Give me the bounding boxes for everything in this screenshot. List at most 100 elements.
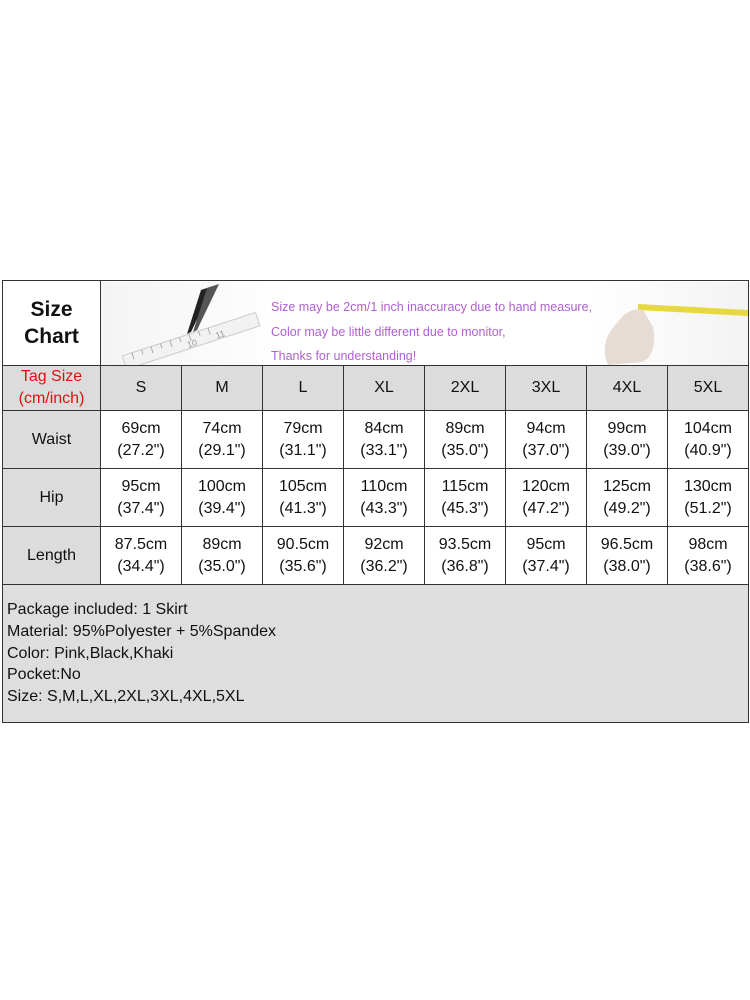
inch-value: (38.6") [684, 557, 732, 575]
measure-cell: 84cm (33.1") [343, 410, 425, 469]
row-label: Hip [2, 468, 101, 527]
info-material: Material: 95%Polyester + 5%Spandex [7, 622, 277, 640]
measure-cell: 105cm (41.3") [262, 468, 344, 527]
inch-value: (35.0") [441, 441, 489, 459]
cm-value: 100cm [197, 477, 247, 495]
cm-value: 84cm [364, 419, 404, 437]
inch-value: (37.4") [522, 557, 570, 575]
measure-cell: 98cm (38.6") [667, 526, 749, 585]
cm-value: 93.5cm [438, 535, 492, 553]
cm-value: 96.5cm [600, 535, 654, 553]
cm-value: 89cm [445, 419, 485, 437]
info-sizes: Size: S,M,L,XL,2XL,3XL,4XL,5XL [7, 688, 245, 706]
measure-row-length: Length 87.5cm (34.4") 89cm (35.0") 90.5cm (35.… [2, 526, 749, 585]
cm-value: 79cm [283, 419, 323, 437]
measure-cell: 96.5cm (38.0") [586, 526, 668, 585]
measure-cell: 79cm (31.1") [262, 410, 344, 469]
measure-cell: 95cm (37.4") [100, 468, 182, 527]
size-chart-table: Size Chart 10 11 Size may be [2, 280, 749, 723]
inch-value: (51.2") [684, 499, 732, 517]
measure-cell: 130cm (51.2") [667, 468, 749, 527]
measure-cell: 94cm (37.0") [505, 410, 587, 469]
measure-cell: 104cm (40.9") [667, 410, 749, 469]
size-header: 2XL [424, 365, 506, 411]
inch-value: (29.1") [198, 441, 246, 459]
title-line1: Size [30, 298, 73, 321]
inch-value: (39.0") [603, 441, 651, 459]
measure-cell: 74cm (29.1") [181, 410, 263, 469]
info-package: Package included: 1 Skirt [7, 601, 188, 618]
inch-value: (38.0") [603, 557, 651, 575]
measure-cell: 95cm (37.4") [505, 526, 587, 585]
cm-value: 110cm [360, 477, 408, 495]
inch-value: (31.1") [279, 441, 327, 459]
inch-value: (35.0") [198, 557, 246, 575]
note-line-3: Thanks for understanding! [271, 348, 417, 363]
size-header: L [262, 365, 344, 411]
measure-row-hip: Hip 95cm (37.4") 100cm (39.4") 105cm (41.3") 11… [2, 468, 749, 527]
cm-value: 94cm [526, 419, 566, 437]
info-color: Color: Pink,Black,Khaki [7, 644, 174, 662]
inch-value: (36.2") [360, 557, 408, 575]
measure-cell: 89cm (35.0") [424, 410, 506, 469]
note-line-2: Color may be little different due to mon… [271, 324, 506, 339]
cm-value: 105cm [278, 477, 328, 495]
measure-cell: 92cm (36.2") [343, 526, 425, 585]
size-header: XL [343, 365, 425, 411]
banner: 10 11 Size may be 2cm/1 inch inaccuracy … [100, 280, 749, 366]
inch-value: (39.4") [198, 499, 246, 517]
ruler-mark-10: 10 [186, 337, 199, 350]
measure-row-waist: Waist 69cm (27.2") 74cm (29.1") 79cm (31.1") 84… [2, 410, 749, 469]
note-line-1: Size may be 2cm/1 inch inaccuracy due to… [271, 299, 593, 314]
measure-cell: 93.5cm (36.8") [424, 526, 506, 585]
measure-cell: 89cm (35.0") [181, 526, 263, 585]
measure-cell: 90.5cm (35.6") [262, 526, 344, 585]
info-pocket: Pocket:No [7, 666, 81, 684]
inch-value: (37.4") [117, 499, 165, 517]
inch-value: (49.2") [603, 499, 651, 517]
row-label: Length [2, 526, 101, 585]
size-chart-title: Size Chart [2, 280, 101, 366]
measure-cell: 99cm (39.0") [586, 410, 668, 469]
hand-tape-measure-icon [604, 303, 748, 365]
cm-value: 74cm [202, 419, 242, 437]
cm-value: 115cm [441, 477, 489, 495]
title-line2: Chart [24, 325, 79, 348]
cm-value: 89cm [202, 535, 242, 553]
cm-value: 125cm [602, 477, 652, 495]
cm-value: 92cm [364, 535, 404, 553]
tag-size-label: Tag Size (cm/inch) [2, 365, 101, 411]
cm-value: 120cm [521, 477, 571, 495]
measure-cell: 110cm (43.3") [343, 468, 425, 527]
tag-size-line2: (cm/inch) [18, 390, 85, 407]
measure-cell: 69cm (27.2") [100, 410, 182, 469]
cm-value: 98cm [688, 535, 728, 553]
measure-cell: 115cm (45.3") [424, 468, 506, 527]
measure-cell: 87.5cm (34.4") [100, 526, 182, 585]
inch-value: (33.1") [360, 441, 408, 459]
size-header: S [100, 365, 182, 411]
size-header: 5XL [667, 365, 749, 411]
cm-value: 87.5cm [114, 535, 168, 553]
inch-value: (35.6") [279, 557, 327, 575]
tag-size-line1: Tag Size [20, 368, 83, 385]
measure-cell: 120cm (47.2") [505, 468, 587, 527]
cm-value: 69cm [121, 419, 161, 437]
inch-value: (36.8") [441, 557, 489, 575]
size-header: M [181, 365, 263, 411]
size-header: 3XL [505, 365, 587, 411]
inch-value: (43.3") [360, 499, 408, 517]
measure-cell: 100cm (39.4") [181, 468, 263, 527]
product-info: Package included: 1 Skirt Material: 95%P… [2, 584, 749, 723]
cm-value: 104cm [683, 419, 733, 437]
cm-value: 95cm [526, 535, 566, 553]
inch-value: (47.2") [522, 499, 570, 517]
cm-value: 90.5cm [276, 535, 330, 553]
inch-value: (45.3") [441, 499, 489, 517]
size-header: 4XL [586, 365, 668, 411]
inch-value: (34.4") [117, 557, 165, 575]
inch-value: (40.9") [684, 441, 732, 459]
inch-value: (27.2") [117, 441, 165, 459]
cm-value: 95cm [121, 477, 161, 495]
pencil-ruler-icon: 10 11 [121, 283, 261, 365]
